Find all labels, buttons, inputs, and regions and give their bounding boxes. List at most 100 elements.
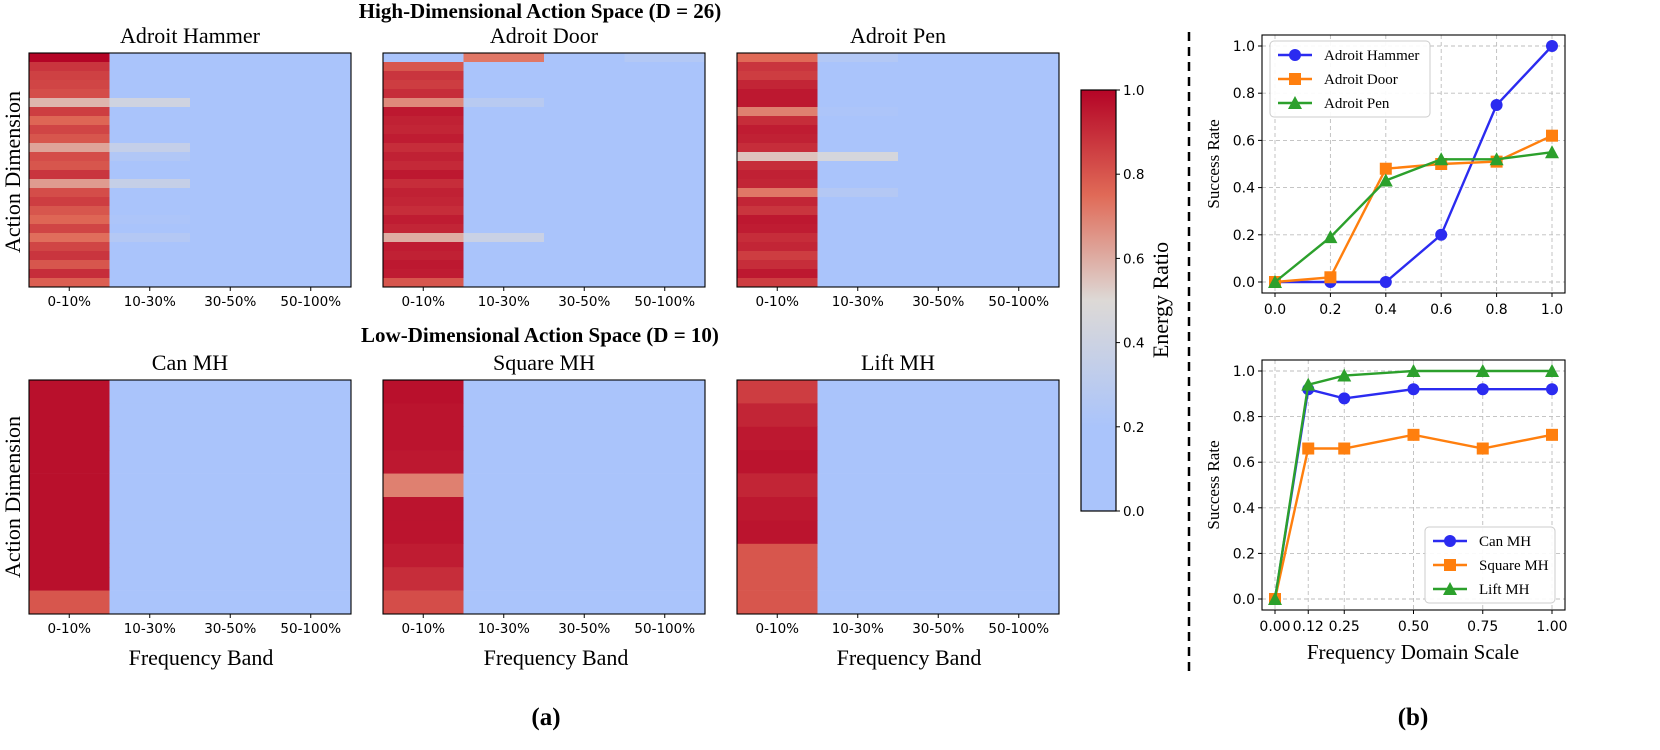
- heatmap-cell: [898, 426, 979, 451]
- heatmap-cell: [737, 53, 818, 63]
- heatmap-cell: [190, 89, 271, 99]
- heatmap-cell: [383, 62, 464, 72]
- heatmap-cell: [270, 380, 352, 404]
- heatmap-cell: [463, 71, 545, 81]
- heatmap-cell: [463, 567, 545, 591]
- heatmap-cell: [190, 152, 271, 162]
- heatmap-cell: [29, 116, 110, 126]
- data-point: [1378, 173, 1393, 187]
- line-charts: 0.0 0.2 0.4 0.6 0.8 1.0 0.0 0.2 0.4 0.6 0.8 1.0 Succ…: [1204, 34, 1568, 635]
- heatmap-cell: [383, 107, 464, 117]
- heatmap-cell: [270, 116, 352, 126]
- heatmap-cell: [978, 403, 1060, 428]
- heatmap-cell: [898, 450, 979, 474]
- heatmap-cell: [544, 125, 625, 135]
- heatmap-cell: [978, 215, 1060, 225]
- heatmap-cell: [817, 80, 899, 90]
- heatmap-xtick-label: 10-30%: [832, 294, 884, 310]
- heatmap-cell: [978, 197, 1060, 207]
- heatmap-cell: [624, 260, 706, 270]
- heatmap-xtick-label: 30-50%: [912, 294, 964, 310]
- heatmap-cell: [817, 197, 899, 207]
- heatmap-cell: [29, 215, 110, 225]
- heatmap-cell: [624, 543, 706, 568]
- heatmap-cell: [898, 179, 979, 189]
- heatmap-cell: [737, 242, 818, 252]
- heatmap-cell: [383, 497, 464, 521]
- heatmap-panel: Can MH 0-10% 10-30% 30-50% 50-100%: [28, 350, 352, 637]
- heatmap-cell: [29, 520, 110, 545]
- heatmap-cell: [817, 152, 899, 162]
- colorbar-tick-label: 0.2: [1123, 420, 1144, 436]
- heatmap-cell: [737, 269, 818, 279]
- heatmap-cell: [898, 497, 979, 521]
- heatmap-xtick-label: 50-100%: [988, 621, 1049, 637]
- section-title-high: High-Dimensional Action Space (D = 26): [359, 0, 722, 23]
- heatmap-cell: [383, 380, 464, 404]
- heatmap-cell: [463, 520, 545, 545]
- heatmap-cell: [978, 80, 1060, 90]
- heatmap-cell: [544, 179, 625, 189]
- heatmap-cell: [817, 380, 899, 404]
- heatmap-title: Square MH: [493, 350, 595, 375]
- legend-label: Can MH: [1479, 534, 1531, 550]
- heatmap-cell: [109, 403, 191, 428]
- heatmap-cell: [29, 206, 110, 216]
- heatmap-cell: [898, 473, 979, 498]
- heatmap-cell: [383, 520, 464, 545]
- heatmap-cell: [898, 152, 979, 162]
- heatmap-cell: [544, 215, 625, 225]
- heatmap-cell: [978, 143, 1060, 153]
- line-xtick-label: 0.12: [1293, 619, 1324, 635]
- heatmap-cell: [817, 53, 899, 63]
- heatmap-cell: [898, 520, 979, 545]
- heatmap-cell: [737, 260, 818, 270]
- heatmap-cell: [270, 197, 352, 207]
- heatmap-cell: [29, 89, 110, 99]
- data-point: [1289, 49, 1301, 61]
- heatmap-cell: [898, 269, 979, 279]
- heatmap-cell: [817, 426, 899, 451]
- heatmap-cell: [817, 567, 899, 591]
- heatmap-cell: [270, 107, 352, 117]
- heatmap-cell: [29, 125, 110, 135]
- heatmap-cell: [978, 450, 1060, 474]
- heatmap-cell: [898, 125, 979, 135]
- heatmap-cell: [463, 233, 545, 243]
- heatmap-cell: [624, 450, 706, 474]
- heatmap-frame: [28, 52, 352, 288]
- heatmap-cell: [383, 170, 464, 180]
- heatmap-cell: [978, 278, 1060, 288]
- heatmap-cell: [624, 590, 706, 615]
- heatmap-cell: [624, 426, 706, 451]
- heatmap-cell: [624, 206, 706, 216]
- data-point: [1443, 582, 1457, 595]
- heatmap-frame: [736, 379, 1060, 615]
- heatmap-cell: [624, 89, 706, 99]
- heatmap-cell: [270, 224, 352, 234]
- heatmap-cell: [817, 260, 899, 270]
- heatmap-cell: [898, 206, 979, 216]
- legend-box: [1424, 526, 1556, 604]
- heatmap-cell: [383, 197, 464, 207]
- data-point: [1268, 592, 1282, 605]
- heatmap-cell: [29, 71, 110, 81]
- heatmap-cell: [978, 188, 1060, 198]
- heatmap-cell: [29, 269, 110, 279]
- line-chart-frame: [1261, 34, 1566, 294]
- heatmap-cell: [270, 71, 352, 81]
- heatmap-cell: [624, 71, 706, 81]
- line-ytick-label: 0.0: [1233, 275, 1255, 291]
- heatmap-xtick-label: 0-10%: [756, 294, 800, 310]
- heatmap-cell: [624, 278, 706, 288]
- heatmap-cell: [109, 450, 191, 474]
- heatmap-cell: [978, 251, 1060, 261]
- heatmap-cell: [624, 497, 706, 521]
- heatmap-cell: [817, 179, 899, 189]
- heatmap-cell: [270, 543, 352, 568]
- line-ytick-label: 0.6: [1233, 133, 1255, 149]
- heatmap-xtick-label: 0-10%: [48, 294, 92, 310]
- heatmap-cell: [817, 233, 899, 243]
- heatmap-cell: [737, 89, 818, 99]
- series-line: [1273, 369, 1552, 600]
